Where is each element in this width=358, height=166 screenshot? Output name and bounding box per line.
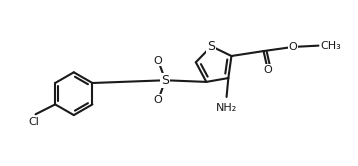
Text: O: O (263, 65, 272, 75)
Text: CH₃: CH₃ (320, 41, 341, 51)
Text: O: O (154, 95, 163, 105)
Text: NH₂: NH₂ (216, 103, 237, 113)
Text: S: S (207, 40, 216, 53)
Text: O: O (289, 42, 297, 52)
Text: Cl: Cl (28, 117, 39, 127)
Text: S: S (161, 74, 169, 87)
Text: O: O (154, 55, 163, 66)
